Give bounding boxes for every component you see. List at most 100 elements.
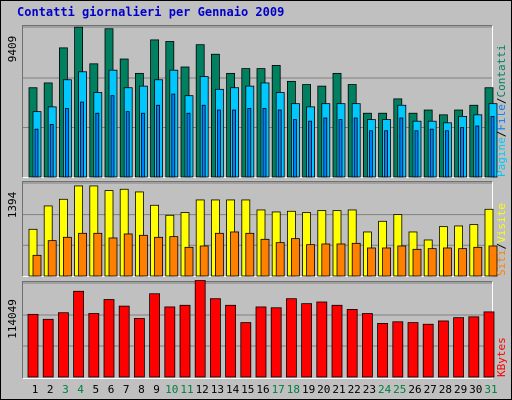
bar-file-day-26 <box>414 130 419 178</box>
axis-label-part-traffic-4: Contatti <box>495 45 508 98</box>
axis-label-kbytes: KBytes <box>495 337 508 377</box>
bar-kbytes-day-20 <box>316 301 328 378</box>
bar-file-day-29 <box>460 127 465 178</box>
bar-file-day-19 <box>308 120 313 178</box>
bar-kbytes-day-16 <box>255 306 267 378</box>
x-tick-label-1: 1 <box>32 383 39 396</box>
bar-siti-day-19 <box>306 244 316 277</box>
bar-kbytes-day-13 <box>209 298 221 378</box>
bar-file-day-11 <box>186 112 191 178</box>
x-tick-label-23: 23 <box>363 383 376 396</box>
x-tick-label-5: 5 <box>92 383 99 396</box>
y-max-label-traffic: 9409 <box>6 36 19 63</box>
bar-file-day-3 <box>65 108 69 178</box>
bar-kbytes-day-24 <box>377 323 389 378</box>
bar-kbytes-day-31 <box>483 311 495 378</box>
x-tick-label-7: 7 <box>123 383 130 396</box>
bar-kbytes-day-12 <box>194 280 206 378</box>
bar-file-day-10 <box>171 93 176 178</box>
bar-kbytes-day-27 <box>422 323 434 378</box>
axis-label-visits: Siti/Visite <box>495 203 508 276</box>
bar-file-day-13 <box>216 109 221 178</box>
x-tick-label-16: 16 <box>256 383 269 396</box>
bar-file-day-7 <box>125 111 130 178</box>
bar-file-day-22 <box>353 117 358 178</box>
bar-kbytes-day-14 <box>225 304 237 378</box>
x-tick-label-8: 8 <box>138 383 145 396</box>
bar-siti-day-15 <box>245 232 255 277</box>
x-tick-label-26: 26 <box>408 383 421 396</box>
bar-kbytes-day-29 <box>453 317 465 378</box>
bar-kbytes-day-30 <box>468 316 480 378</box>
x-tick-label-3: 3 <box>62 383 69 396</box>
x-tick-label-15: 15 <box>241 383 254 396</box>
bar-file-day-28 <box>444 130 449 178</box>
bar-siti-day-16 <box>260 238 270 277</box>
bar-siti-day-29 <box>458 248 468 277</box>
bar-siti-day-14 <box>230 231 240 277</box>
bar-kbytes-day-6 <box>103 299 115 378</box>
bar-siti-day-18 <box>290 238 300 277</box>
bar-siti-day-12 <box>199 245 209 277</box>
bar-kbytes-day-8 <box>133 318 145 378</box>
x-tick-label-2: 2 <box>47 383 54 396</box>
x-tick-label-28: 28 <box>439 383 452 396</box>
bar-kbytes-day-21 <box>331 304 343 378</box>
bar-kbytes-day-4 <box>73 290 84 378</box>
x-tick-label-29: 29 <box>454 383 467 396</box>
bar-kbytes-day-28 <box>437 320 449 378</box>
bar-kbytes-day-18 <box>285 298 297 378</box>
axis-label-part-kbytes-0: KBytes <box>495 337 508 377</box>
bar-siti-day-31 <box>488 245 498 277</box>
x-tick-label-6: 6 <box>108 383 115 396</box>
bar-file-day-1 <box>34 128 39 178</box>
bar-siti-day-30 <box>473 246 483 277</box>
x-tick-label-27: 27 <box>424 383 437 396</box>
bar-file-day-18 <box>292 119 297 178</box>
x-tick-label-30: 30 <box>469 383 482 396</box>
bar-siti-day-3 <box>63 236 72 277</box>
bar-file-day-21 <box>338 119 343 178</box>
x-tick-label-14: 14 <box>226 383 240 396</box>
bar-file-day-14 <box>232 109 237 178</box>
bar-siti-day-11 <box>184 246 194 277</box>
bar-siti-day-5 <box>93 232 103 277</box>
bar-file-day-6 <box>110 95 115 178</box>
x-tick-label-4: 4 <box>77 383 84 396</box>
bar-file-day-30 <box>475 125 480 178</box>
bar-kbytes-day-26 <box>407 322 419 378</box>
bar-file-day-17 <box>277 109 282 178</box>
chart-title: Contatti giornalieri per Gennaio 2009 <box>17 5 285 19</box>
bar-siti-day-4 <box>78 232 87 277</box>
x-tick-label-24: 24 <box>378 383 392 396</box>
bar-file-day-31 <box>490 116 495 178</box>
x-tick-label-31: 31 <box>484 383 497 396</box>
bar-kbytes-day-22 <box>346 309 358 378</box>
bar-kbytes-day-19 <box>301 303 313 378</box>
bar-siti-day-27 <box>427 248 437 277</box>
bar-siti-day-23 <box>366 247 376 277</box>
bar-kbytes-day-11 <box>179 304 191 378</box>
bar-kbytes-day-7 <box>118 305 130 378</box>
y-max-label-visits: 1394 <box>6 191 19 218</box>
bar-file-day-23 <box>368 130 373 178</box>
bar-kbytes-day-23 <box>361 313 373 378</box>
x-tick-label-9: 9 <box>153 383 160 396</box>
bar-siti-day-28 <box>442 247 452 277</box>
x-tick-label-17: 17 <box>272 383 285 396</box>
bar-siti-day-25 <box>397 245 407 277</box>
axis-label-traffic: Pagine/File/Contatti <box>495 45 508 177</box>
y-max-label-kbytes: 114049 <box>6 299 19 339</box>
bar-kbytes-day-3 <box>58 312 69 378</box>
axis-label-part-traffic-3: / <box>495 98 508 105</box>
x-tick-label-20: 20 <box>317 383 330 396</box>
x-tick-label-25: 25 <box>393 383 406 396</box>
bar-siti-day-20 <box>321 243 331 277</box>
bar-siti-day-10 <box>169 236 179 277</box>
axis-label-part-visits-1: / <box>495 243 508 250</box>
bar-kbytes-day-5 <box>88 313 100 378</box>
x-tick-label-22: 22 <box>348 383 361 396</box>
bar-file-day-15 <box>247 108 252 178</box>
bar-kbytes-day-15 <box>240 322 252 378</box>
